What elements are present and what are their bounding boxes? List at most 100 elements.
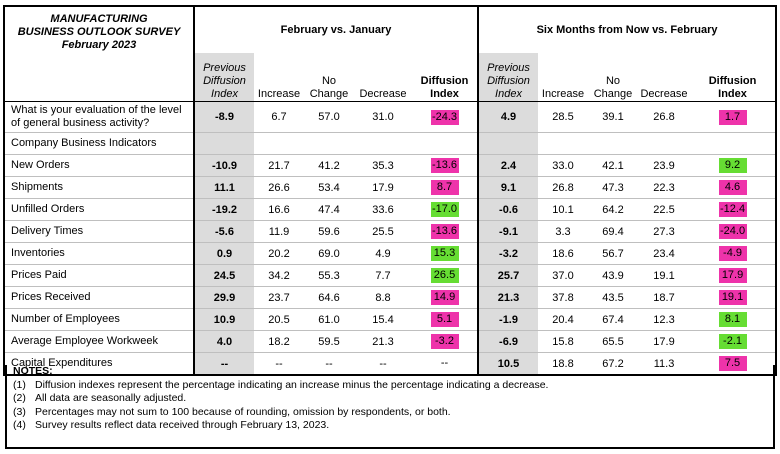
diffusion-index-cell: 5.1 xyxy=(412,308,479,331)
diffusion-index-future-cell: 7.5 xyxy=(690,352,778,376)
diffusion-index-future: 17.9 xyxy=(718,268,747,283)
no-change-future: 43.5 xyxy=(588,286,639,309)
note-item: (4) Survey results reflect data received … xyxy=(13,419,773,433)
table-row: New Orders -10.9 21.7 41.2 35.3 -13.6 2.4 33.0 4… xyxy=(3,154,778,177)
diffusion-index-cell: 15.3 xyxy=(412,242,479,265)
col-header-prev-future-line3: Index xyxy=(495,88,522,100)
section-blank xyxy=(304,132,354,155)
notes-heading: NOTES: xyxy=(13,365,53,377)
diffusion-index-cell: -3.2 xyxy=(412,330,479,353)
decrease: 25.5 xyxy=(354,220,412,243)
col-header-diffusion-line2: Index xyxy=(430,88,459,100)
no-change-future: 67.2 xyxy=(588,352,639,376)
section-blank xyxy=(690,132,778,155)
section-prev-blank xyxy=(193,132,254,155)
col-header-prev: Previous Diffusion Index xyxy=(193,53,254,102)
prev-index: 29.9 xyxy=(193,286,254,309)
table-row: Number of Employees 10.9 20.5 61.0 15.4 5.1 -1… xyxy=(3,308,778,331)
header-row-groups: MANUFACTURING BUSINESS OUTLOOK SURVEY Fe… xyxy=(3,5,778,102)
section-label: Company Business Indicators xyxy=(3,132,194,155)
col-header-decrease-future: Decrease xyxy=(638,53,691,102)
diffusion-index-future-cell: -24.0 xyxy=(690,220,778,243)
general-activity-label-line2: of general business activity? xyxy=(11,117,150,129)
prev-index-future: 21.3 xyxy=(477,286,539,309)
survey-table: MANUFACTURING BUSINESS OUTLOOK SURVEY Fe… xyxy=(3,5,778,376)
general-prev: -8.9 xyxy=(193,101,254,133)
col-header-diffusion-future-line2: Index xyxy=(718,88,747,100)
section-blank xyxy=(354,132,412,155)
prev-index: 0.9 xyxy=(193,242,254,265)
diffusion-index-future: 4.6 xyxy=(718,180,747,195)
general-decrease: 31.0 xyxy=(354,101,412,133)
row-label: Shipments xyxy=(3,176,194,199)
increase-future: 18.8 xyxy=(538,352,589,376)
increase: 11.9 xyxy=(254,220,304,243)
increase-future: 20.4 xyxy=(538,308,589,331)
col-header-increase-text: Increase xyxy=(257,88,301,100)
section-blank xyxy=(538,132,589,155)
prev-index-future: -1.9 xyxy=(477,308,539,331)
increase-future: 10.1 xyxy=(538,198,589,221)
prev-index: -5.6 xyxy=(193,220,254,243)
col-header-decrease-future-text: Decrease xyxy=(640,88,688,100)
decrease: 35.3 xyxy=(354,154,412,177)
note-item: (1) Diffusion indexes represent the perce… xyxy=(13,379,773,393)
decrease: 33.6 xyxy=(354,198,412,221)
prev-index-future: -3.2 xyxy=(477,242,539,265)
diffusion-index-future: -4.9 xyxy=(718,246,747,261)
group-header-future: Six Months from Now vs. February xyxy=(477,5,778,53)
section-blank xyxy=(412,132,479,155)
row-label: Capital Expenditures xyxy=(3,352,194,376)
no-change: 55.3 xyxy=(304,264,354,287)
decrease-future: 27.3 xyxy=(638,220,691,243)
diffusion-index: -- xyxy=(440,357,449,369)
diffusion-index-future-cell: 8.1 xyxy=(690,308,778,331)
note-item: (2) All data are seasonally adjusted. xyxy=(13,392,773,406)
diffusion-index-future-cell: -12.4 xyxy=(690,198,778,221)
diffusion-index: 5.1 xyxy=(430,312,459,327)
title-line-1: MANUFACTURING xyxy=(50,12,148,25)
increase-future: 37.0 xyxy=(538,264,589,287)
diffusion-index: 15.3 xyxy=(430,246,459,261)
indicator-rows: New Orders -10.9 21.7 41.2 35.3 -13.6 2.4 33.0 4… xyxy=(3,154,778,376)
note-number: (4) xyxy=(13,419,26,431)
section-prev-future-blank xyxy=(477,132,539,155)
survey-title: MANUFACTURING BUSINESS OUTLOOK SURVEY Fe… xyxy=(3,5,194,102)
diffusion-index-future: 9.2 xyxy=(718,158,747,173)
section-blank xyxy=(254,132,304,155)
table-row: Prices Received 29.9 23.7 64.6 8.8 14.9 21.3 37… xyxy=(3,286,778,309)
decrease-future: 19.1 xyxy=(638,264,691,287)
prev-index: -10.9 xyxy=(193,154,254,177)
diffusion-index-cell: -13.6 xyxy=(412,220,479,243)
diffusion-index-cell: -17.0 xyxy=(412,198,479,221)
diffusion-index: -13.6 xyxy=(430,158,459,173)
increase: 21.7 xyxy=(254,154,304,177)
title-line-3: February 2023 xyxy=(61,38,137,51)
diffusion-index-cell: -- xyxy=(412,352,479,376)
table-row: Capital Expenditures -- -- -- -- -- 10.5 18.8 67… xyxy=(3,352,778,376)
diffusion-index: -17.0 xyxy=(430,202,459,217)
section-blank xyxy=(638,132,691,155)
prev-index: -- xyxy=(193,352,254,376)
diffusion-index-cell: -13.6 xyxy=(412,154,479,177)
notes-list: (1) Diffusion indexes represent the perce… xyxy=(13,379,773,433)
decrease: 15.4 xyxy=(354,308,412,331)
table-row: Shipments 11.1 26.6 53.4 17.9 8.7 9.1 26.8 47.3 2… xyxy=(3,176,778,199)
diffusion-index-future: -24.0 xyxy=(718,224,747,239)
diffusion-index-future-cell: 19.1 xyxy=(690,286,778,309)
table-row: Inventories 0.9 20.2 69.0 4.9 15.3 -3.2 18.6 56.… xyxy=(3,242,778,265)
diffusion-index-future-cell: 17.9 xyxy=(690,264,778,287)
general-increase-future: 28.5 xyxy=(538,101,589,133)
section-blank xyxy=(588,132,639,155)
decrease: 4.9 xyxy=(354,242,412,265)
diffusion-index-future-cell: 9.2 xyxy=(690,154,778,177)
prev-index-future: -6.9 xyxy=(477,330,539,353)
col-header-decrease-text: Decrease xyxy=(359,88,407,100)
increase-future: 18.6 xyxy=(538,242,589,265)
general-diffusion-cell: -24.3 xyxy=(412,101,479,133)
no-change-future: 65.5 xyxy=(588,330,639,353)
no-change-future: 64.2 xyxy=(588,198,639,221)
no-change: 47.4 xyxy=(304,198,354,221)
increase: 16.6 xyxy=(254,198,304,221)
no-change-future: 43.9 xyxy=(588,264,639,287)
